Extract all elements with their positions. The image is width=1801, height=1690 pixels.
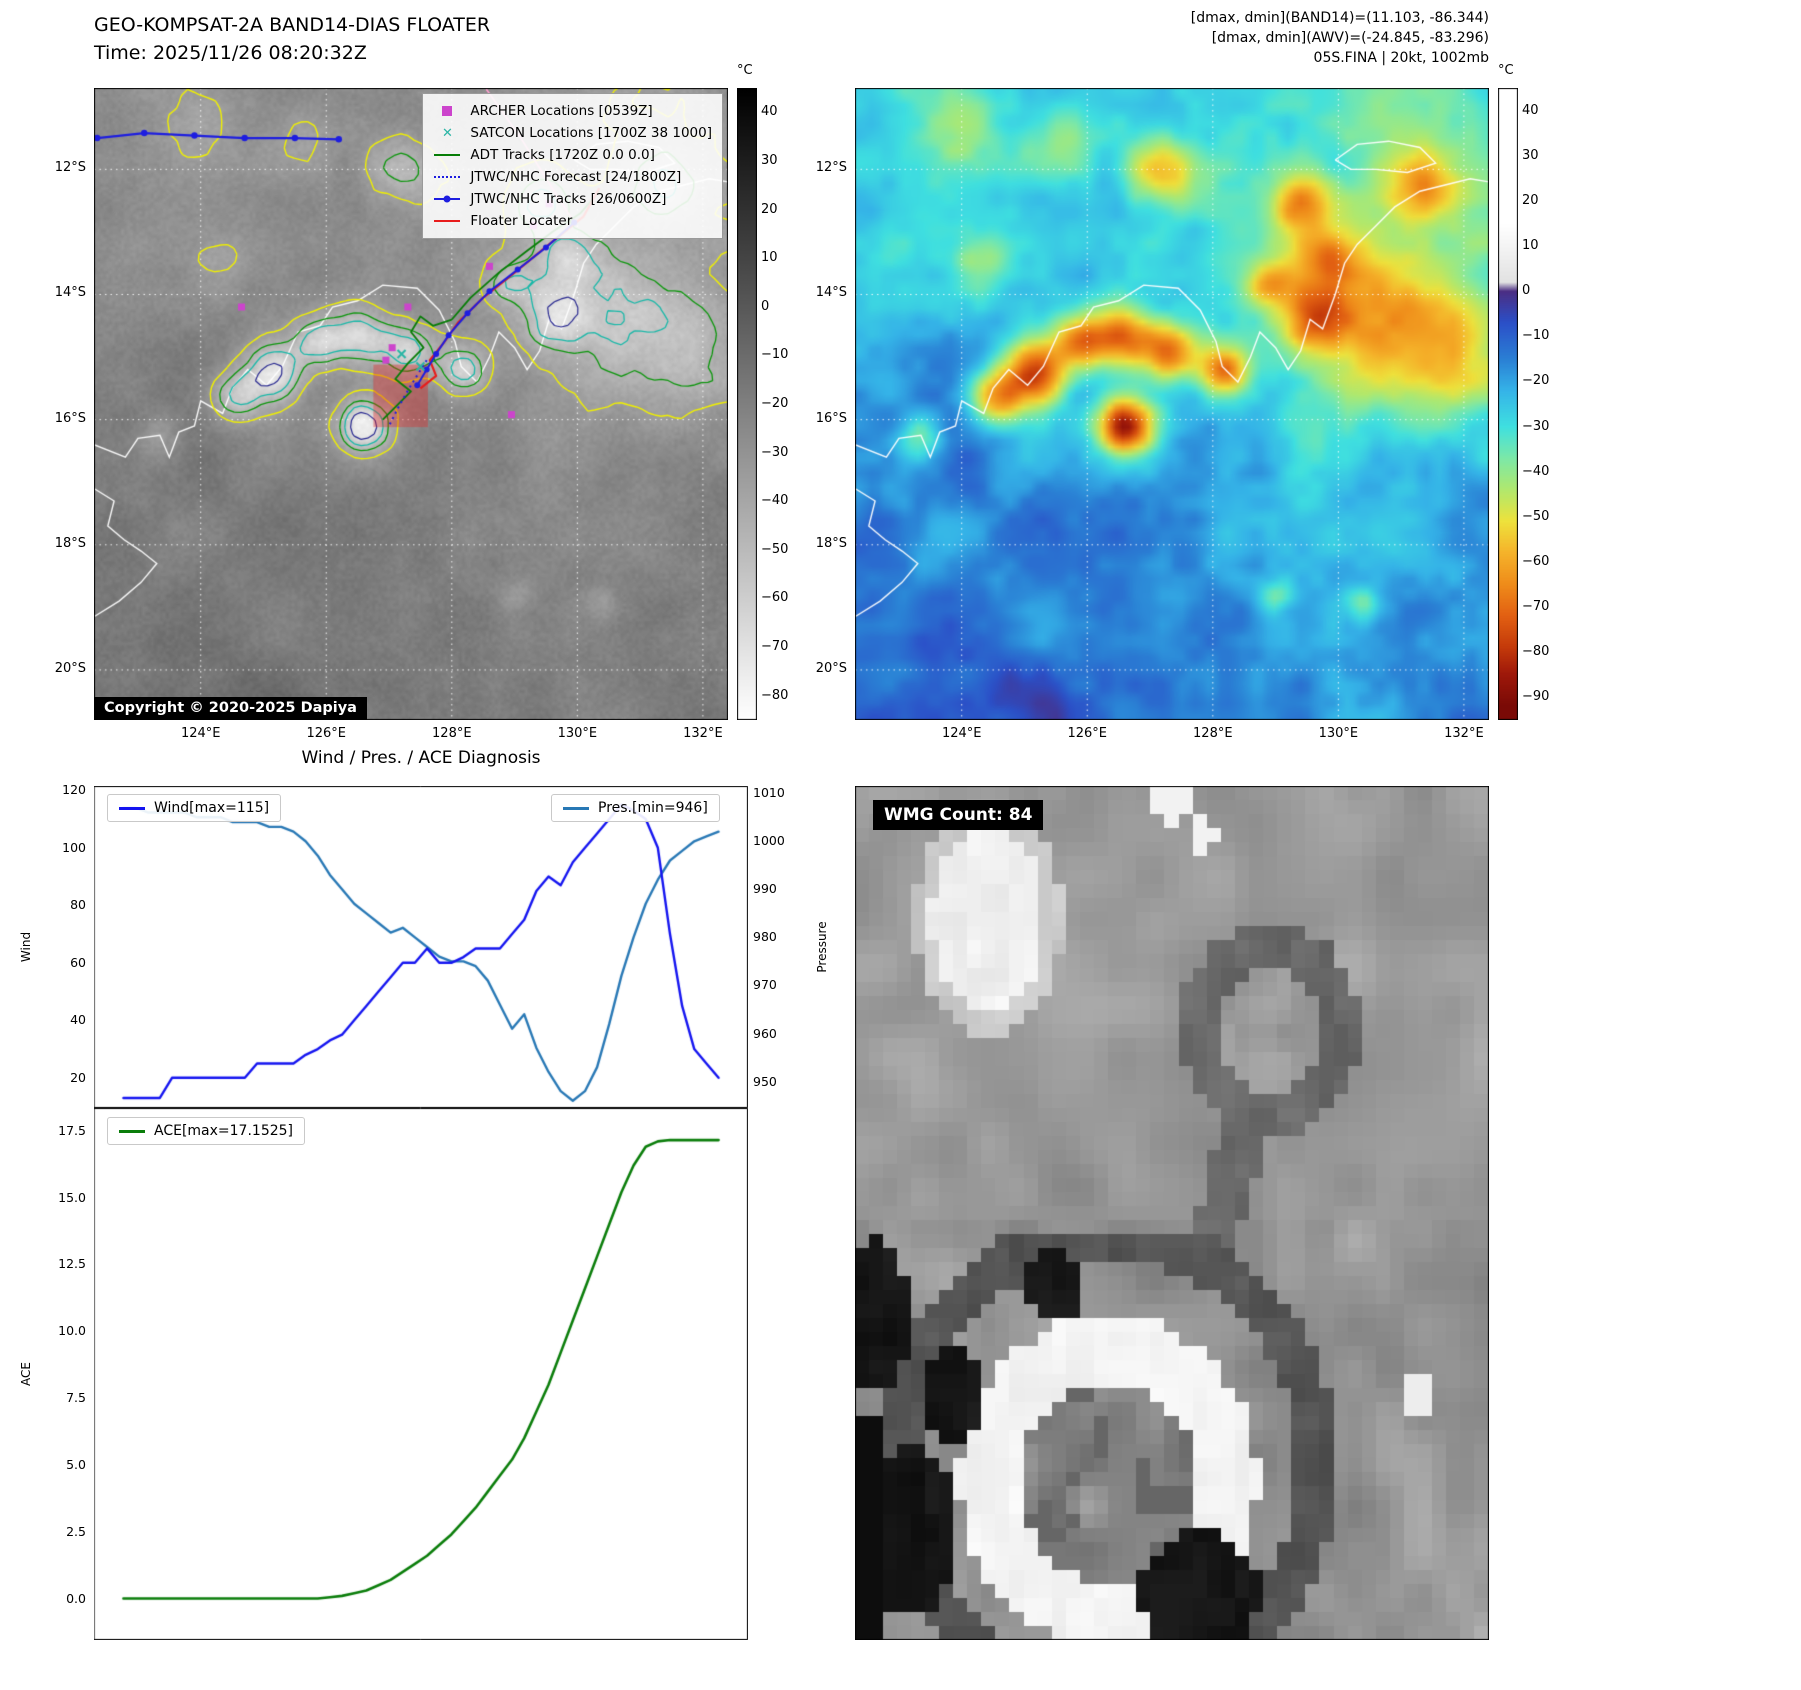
awv-colorbar-tick-label: −90 — [1522, 689, 1550, 705]
ace-ytick-label: 5.0 — [66, 1456, 86, 1472]
wind-ytick-label: 20 — [70, 1069, 86, 1085]
ace-ytick-label: 17.5 — [58, 1122, 86, 1138]
awv-colorbar-tick-label: −30 — [1522, 418, 1550, 434]
ace-ytick-label: 7.5 — [66, 1390, 86, 1406]
awv-colorbar-tick-label: 10 — [1522, 238, 1539, 253]
awv-colorbar — [1498, 88, 1518, 720]
awv-lon-tick-label: 132°E — [1444, 726, 1484, 741]
band14-lat-tick-label: 12°S — [54, 160, 86, 176]
band14-colorbar-tick-label: −40 — [761, 493, 789, 509]
awv-lat-tick-label: 20°S — [815, 660, 847, 676]
wind-ytick-label: 80 — [70, 897, 86, 913]
pressure-ytick-label: 1000 — [753, 833, 785, 849]
band14-colorbar — [737, 88, 757, 720]
awv-colorbar-tick-label: 20 — [1522, 192, 1539, 208]
wmg-pixel-image — [855, 786, 1489, 1640]
pressure-legend: Pres.[min=946] — [551, 794, 720, 822]
awv-colorbar-tick-label: 0 — [1522, 283, 1531, 299]
awv-colorbar-tick-label: 40 — [1522, 102, 1539, 118]
awv-lat-tick-label: 14°S — [815, 285, 847, 301]
awv-colorbar-tick-label: −20 — [1522, 373, 1550, 389]
band14-lon-tick-label: 130°E — [557, 726, 598, 741]
band14-lat-tick-label: 14°S — [54, 285, 86, 301]
ace-legend-label: ACE[max=17.1525] — [154, 1123, 294, 1139]
ace-legend-line-icon — [119, 1129, 145, 1133]
pressure-ytick-label: 990 — [753, 881, 777, 897]
wind-pressure-chart — [94, 786, 748, 1108]
storm-status-label: 05S.FINA | 20kt, 1002mb — [1313, 50, 1489, 66]
pressure-ytick-label: 970 — [753, 977, 777, 993]
awv-lon-tick-label: 126°E — [1067, 726, 1108, 741]
awv-lat-tick-label: 16°S — [815, 410, 847, 426]
band14-colorbar-tick-label: 30 — [761, 152, 778, 168]
ace-ytick-label: 0.0 — [66, 1590, 86, 1606]
ace-chart — [94, 1108, 748, 1640]
wind-legend: Wind[max=115] — [107, 794, 282, 822]
band14-colorbar-tick-label: −60 — [761, 590, 789, 606]
band14-lat-tick-label: 16°S — [54, 410, 86, 426]
awv-colorbar-tick-label: −40 — [1522, 463, 1550, 479]
pressure-legend-line-icon — [563, 806, 589, 810]
awv-annotation-band14: [dmax, dmin](BAND14)=(11.103, -86.344) — [1190, 10, 1489, 26]
awv-colorbar-unit: °C — [1498, 63, 1514, 78]
pressure-legend-label: Pres.[min=946] — [598, 800, 708, 816]
ace-legend: ACE[max=17.1525] — [107, 1117, 306, 1145]
band14-colorbar-tick-label: 0 — [761, 298, 770, 314]
band14-colorbar-tick-label: −10 — [761, 347, 789, 363]
band14-lon-tick-label: 124°E — [180, 726, 221, 741]
awv-annotation-awv: [dmax, dmin](AWV)=(-24.845, -83.296) — [1211, 30, 1489, 46]
band14-colorbar-tick-label: −70 — [761, 639, 789, 655]
pressure-ytick-label: 950 — [753, 1073, 777, 1089]
awv-lat-tick-label: 18°S — [815, 535, 847, 551]
awv-annotations: [dmax, dmin](BAND14)=(11.103, -86.344) [… — [989, 8, 1489, 68]
band14-colorbar-tick-label: −80 — [761, 687, 789, 703]
ace-ytick-label: 12.5 — [58, 1256, 86, 1272]
awv-colorbar-tick-label: −50 — [1522, 508, 1550, 524]
awv-colorbar-tick-label: −80 — [1522, 644, 1550, 660]
awv-lon-tick-label: 124°E — [941, 726, 982, 741]
pressure-ytick-label: 1010 — [753, 785, 785, 801]
wind-ytick-label: 100 — [62, 839, 86, 855]
awv-lon-tick-label: 130°E — [1318, 726, 1359, 741]
band14-lon-tick-label: 132°E — [683, 726, 723, 741]
ace-axis-label: ACE — [19, 1362, 33, 1386]
wind-legend-label: Wind[max=115] — [154, 800, 270, 816]
awv-lat-tick-label: 12°S — [815, 160, 847, 176]
band14-colorbar-tick-label: −20 — [761, 396, 789, 411]
band14-title: GEO-KOMPSAT-2A BAND14-DIAS FLOATER — [94, 14, 491, 36]
wind-axis-label: Wind — [19, 931, 33, 963]
wind-ytick-label: 120 — [62, 782, 86, 798]
wind-ytick-label: 60 — [70, 954, 86, 970]
pressure-ytick-label: 980 — [753, 929, 777, 945]
ace-ytick-label: 10.0 — [58, 1323, 86, 1339]
pressure-ytick-label: 960 — [753, 1025, 777, 1041]
awv-colorbar-tick-label: −60 — [1522, 554, 1550, 569]
band14-colorbar-unit: °C — [737, 63, 753, 78]
band14-time: Time: 2025/11/26 08:20:32Z — [94, 42, 367, 64]
pressure-axis-label: Pressure — [815, 921, 829, 973]
wmg-count-label: WMG Count: 84 — [873, 800, 1044, 830]
wind-ytick-label: 40 — [70, 1012, 86, 1028]
awv-colorbar-tick-label: −70 — [1522, 599, 1550, 615]
awv-colorbar-tick-label: −10 — [1522, 328, 1550, 344]
band14-colorbar-tick-label: −50 — [761, 541, 789, 557]
band14-lat-tick-label: 20°S — [54, 660, 86, 676]
band14-satellite-map — [94, 88, 728, 720]
band14-lat-tick-label: 18°S — [54, 535, 86, 551]
awv-satellite-map — [855, 88, 1489, 720]
awv-lon-tick-label: 128°E — [1193, 726, 1233, 741]
ace-ytick-label: 15.0 — [58, 1189, 86, 1205]
awv-colorbar-tick-label: 30 — [1522, 147, 1539, 163]
band14-lon-tick-label: 126°E — [306, 726, 347, 741]
band14-colorbar-tick-label: 10 — [761, 250, 778, 266]
wind-legend-line-icon — [119, 806, 145, 810]
band14-colorbar-tick-label: 20 — [761, 201, 778, 217]
band14-lon-tick-label: 128°E — [432, 726, 472, 741]
band14-colorbar-tick-label: 40 — [761, 104, 778, 120]
band14-colorbar-tick-label: −30 — [761, 444, 789, 460]
diagnosis-chart-title: Wind / Pres. / ACE Diagnosis — [301, 748, 541, 768]
ace-ytick-label: 2.5 — [66, 1523, 86, 1539]
